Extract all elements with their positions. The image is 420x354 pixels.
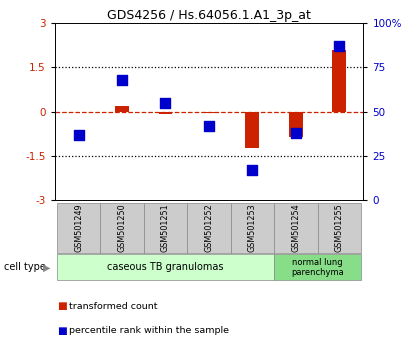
Text: percentile rank within the sample: percentile rank within the sample [69, 326, 229, 336]
Text: GSM501249: GSM501249 [74, 203, 83, 252]
Text: cell type: cell type [4, 262, 46, 272]
Text: GSM501250: GSM501250 [118, 203, 126, 252]
Bar [333, 50, 346, 112]
Bar [231, 203, 274, 253]
Text: GSM501255: GSM501255 [335, 203, 344, 252]
Text: ■: ■ [57, 326, 66, 336]
Bar [144, 203, 187, 253]
Bar [115, 106, 129, 112]
Text: GSM501251: GSM501251 [161, 203, 170, 252]
Point [118, 77, 125, 82]
Point [336, 43, 343, 49]
Point [162, 100, 169, 105]
Point [75, 132, 82, 137]
Text: GSM501252: GSM501252 [205, 203, 213, 252]
Text: normal lung
parenchyma: normal lung parenchyma [291, 258, 344, 277]
Text: transformed count: transformed count [69, 302, 158, 311]
Text: ■: ■ [57, 301, 66, 311]
Title: GDS4256 / Hs.64056.1.A1_3p_at: GDS4256 / Hs.64056.1.A1_3p_at [107, 9, 311, 22]
Bar [57, 254, 274, 280]
Point [293, 130, 299, 136]
Text: ▶: ▶ [43, 262, 50, 272]
Bar [100, 203, 144, 253]
Text: GSM501254: GSM501254 [291, 203, 300, 252]
Text: caseous TB granulomas: caseous TB granulomas [107, 262, 224, 272]
Bar [202, 112, 216, 113]
Bar [57, 203, 100, 253]
Bar [158, 112, 173, 114]
Bar [187, 203, 231, 253]
Bar [274, 203, 318, 253]
Bar [289, 112, 303, 137]
Bar [274, 254, 361, 280]
Point [249, 167, 256, 173]
Text: GSM501253: GSM501253 [248, 203, 257, 252]
Point [206, 123, 213, 129]
Bar [245, 112, 260, 148]
Bar [318, 203, 361, 253]
